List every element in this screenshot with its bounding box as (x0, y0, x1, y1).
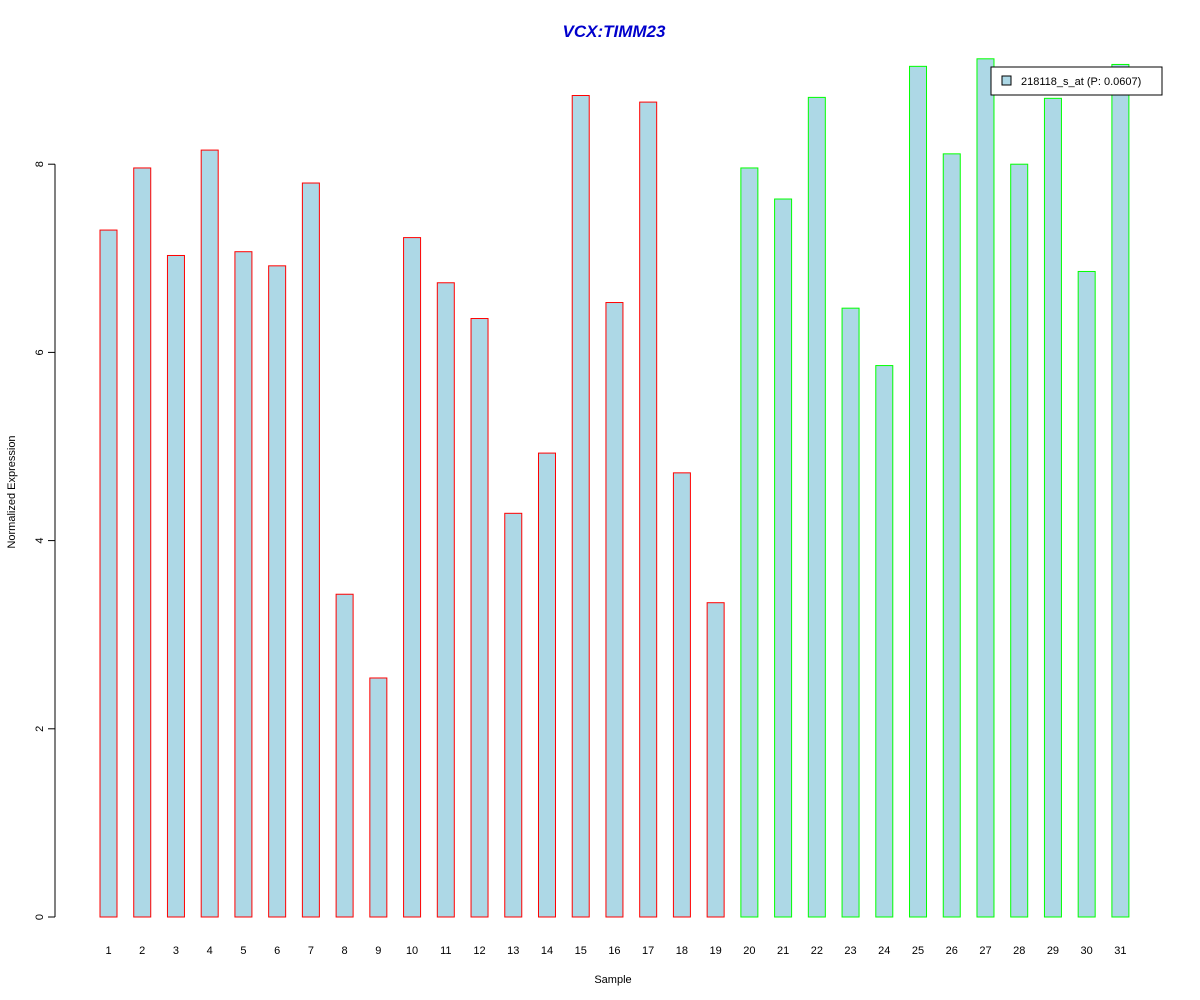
x-tick-label: 21 (777, 945, 789, 957)
bar-sample-29 (1043, 97, 1062, 918)
x-tick-label: 23 (844, 945, 856, 957)
x-tick-label: 27 (979, 945, 991, 957)
x-tick-label: 7 (308, 945, 314, 957)
bar-sample-22 (807, 96, 826, 918)
x-tick-label: 17 (642, 945, 654, 957)
bar-sample-18 (672, 472, 691, 918)
bar-sample-24 (875, 365, 894, 918)
x-tick-label: 14 (541, 945, 553, 957)
y-tick-label: 8 (34, 161, 46, 167)
bar-sample-25 (909, 65, 928, 918)
x-tick-label: 30 (1081, 945, 1093, 957)
bar-sample-16 (605, 302, 624, 918)
x-axis-label: Sample (594, 974, 631, 986)
bar-sample-26 (942, 153, 961, 918)
bar-sample-21 (774, 198, 793, 918)
bar-sample-10 (403, 237, 422, 918)
legend-label: 218118_s_at (P: 0.0607) (1021, 76, 1141, 88)
x-tick-label: 20 (743, 945, 755, 957)
bar-sample-14 (537, 452, 556, 918)
bar-sample-8 (335, 593, 354, 918)
x-tick-label: 16 (608, 945, 620, 957)
bar-sample-30 (1077, 270, 1096, 918)
x-tick-label: 8 (342, 945, 348, 957)
x-tick-label: 12 (473, 945, 485, 957)
bar-sample-12 (470, 318, 489, 918)
bar-sample-17 (639, 101, 658, 918)
bar-sample-27 (976, 58, 995, 918)
bar-sample-19 (706, 602, 725, 918)
x-tick-label: 10 (406, 945, 418, 957)
x-tick-label: 11 (440, 945, 451, 957)
x-tick-label: 19 (710, 945, 722, 957)
x-tick-label: 31 (1114, 945, 1126, 957)
x-tick-label: 22 (811, 945, 823, 957)
bar-sample-31 (1111, 63, 1130, 918)
bar-sample-2 (133, 167, 152, 918)
x-tick-label: 29 (1047, 945, 1059, 957)
chart-title: VCX:TIMM23 (563, 22, 667, 41)
bar-sample-28 (1010, 163, 1029, 918)
bar-sample-13 (504, 512, 523, 918)
y-tick-label: 4 (34, 538, 46, 544)
y-tick-label: 0 (34, 914, 46, 920)
bar-sample-15 (571, 95, 590, 918)
bar-sample-9 (369, 677, 388, 918)
legend: 218118_s_at (P: 0.0607) (990, 66, 1163, 96)
bar-sample-11 (436, 282, 455, 918)
y-tick-label: 2 (34, 726, 46, 732)
bar-sample-3 (166, 254, 185, 918)
bar-sample-23 (841, 307, 860, 918)
x-tick-label: 1 (105, 945, 111, 957)
x-tick-label: 26 (946, 945, 958, 957)
x-tick-labels: 1 2 3 4 5 6 7 8 9 10 11 12 13 14 15 16 17 18 19 20 21 22 23 24 2… (105, 945, 1126, 957)
x-tick-label: 25 (912, 945, 924, 957)
bar-sample-7 (301, 182, 320, 918)
x-tick-label: 5 (240, 945, 246, 957)
bar-sample-5 (234, 251, 253, 918)
y-axis-label: Normalized Expression (6, 435, 18, 548)
x-tick-label: 9 (375, 945, 381, 957)
bar-sample-4 (200, 149, 219, 918)
bar-sample-1 (99, 229, 118, 918)
bar-sample-20 (740, 167, 759, 918)
x-tick-label: 2 (139, 945, 145, 957)
x-tick-label: 13 (507, 945, 519, 957)
y-tick-label: 6 (34, 349, 46, 355)
legend-box (990, 66, 1163, 96)
x-tick-label: 6 (274, 945, 280, 957)
bars-group (99, 58, 1130, 918)
x-tick-label: 15 (575, 945, 587, 957)
x-tick-label: 3 (173, 945, 179, 957)
bar-sample-6 (268, 265, 287, 918)
x-tick-label: 24 (878, 945, 890, 957)
x-tick-label: 4 (207, 945, 213, 957)
legend-swatch (1001, 75, 1012, 86)
x-tick-label: 28 (1013, 945, 1025, 957)
x-tick-label: 18 (676, 945, 688, 957)
y-axis: 0 2 4 6 8 (34, 161, 56, 920)
